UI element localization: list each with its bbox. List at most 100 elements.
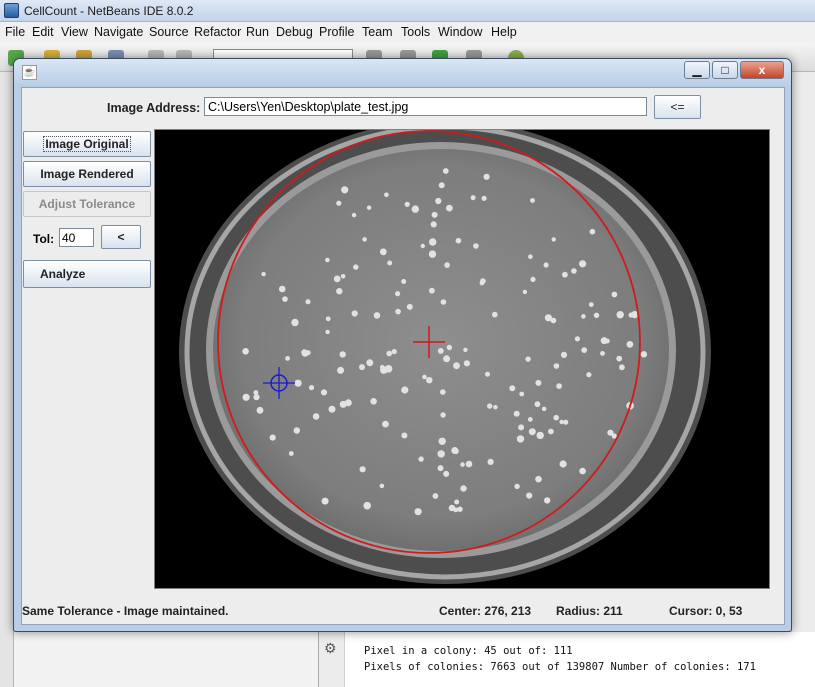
colony-dot [242, 348, 249, 355]
maximize-button[interactable]: □ [712, 61, 738, 79]
colony-dot [253, 394, 260, 401]
menu-help[interactable]: Help [491, 25, 517, 39]
colony-dot [527, 417, 533, 422]
menu-file[interactable]: File [5, 25, 26, 39]
colony-dot [528, 254, 533, 259]
colony-dot [395, 308, 401, 315]
colony-dot [534, 401, 541, 408]
colony-dot [551, 237, 556, 242]
tolerance-apply-button[interactable]: < [101, 225, 141, 249]
colony-dot [362, 237, 367, 242]
colony-dot [513, 410, 520, 417]
menu-run[interactable]: Run [246, 25, 269, 39]
colony-dot [559, 460, 567, 468]
colony-dot [305, 299, 311, 305]
cursor-readout: Cursor: 0, 53 [669, 604, 743, 618]
colony-dot [404, 201, 410, 207]
window-controls: ▁ □ x [684, 61, 786, 81]
colony-dot [308, 385, 315, 391]
colony-dot [406, 303, 413, 310]
colony-dot [351, 212, 357, 218]
colony-dot [363, 501, 371, 510]
colony-dot [473, 243, 479, 249]
colony-dot [525, 356, 531, 362]
colony-dot [487, 458, 494, 465]
colony-dot [353, 264, 359, 270]
adjust-tolerance-button[interactable]: Adjust Tolerance [23, 191, 151, 217]
menu-debug[interactable]: Debug [276, 25, 313, 39]
output-line: Pixels of colonies: 7663 out of 139807 N… [364, 661, 756, 673]
tolerance-label: Tol: [33, 232, 55, 246]
colony-dot [440, 299, 447, 305]
colony-dot [581, 347, 588, 353]
colony-dot [359, 364, 365, 371]
colony-dot [485, 371, 490, 377]
colony-dot [401, 432, 408, 439]
colony-dot [480, 278, 486, 284]
menu-profile[interactable]: Profile [319, 25, 355, 39]
cursor-marker [263, 367, 295, 399]
colony-dot [446, 204, 453, 212]
colony-dot [256, 406, 264, 414]
load-image-button[interactable]: <= [654, 95, 701, 119]
colony-dot [460, 462, 465, 467]
colony-dot [339, 400, 347, 408]
colony-dot [563, 419, 569, 425]
rerun-icon[interactable]: ⚙ [324, 640, 337, 656]
colony-dot [320, 389, 328, 396]
colony-dot [519, 391, 525, 397]
colony-dot [269, 434, 276, 441]
image-address-input[interactable] [204, 97, 647, 116]
colony-dot [291, 318, 299, 327]
output-panel: ⚙ Pixel in a colony: 45 out of: 111 Pixe… [318, 632, 815, 687]
output-gutter: ⚙ [319, 632, 345, 687]
colony-dot [431, 211, 438, 218]
image-rendered-button[interactable]: Image Rendered [23, 161, 151, 187]
colony-dot [541, 406, 547, 412]
menu-tools[interactable]: Tools [401, 25, 431, 39]
menu-view[interactable]: View [61, 25, 88, 39]
colony-dot [328, 405, 336, 413]
menu-navigate[interactable]: Navigate [94, 25, 144, 39]
menu-source[interactable]: Source [149, 25, 189, 39]
colony-dot [341, 186, 349, 194]
image-viewer[interactable] [154, 129, 770, 589]
menu-window[interactable]: Window [438, 25, 483, 39]
analyze-button[interactable]: Analyze [23, 260, 151, 288]
colony-dot [429, 238, 437, 246]
dialog-titlebar[interactable]: ☕ ▁ □ x [14, 59, 791, 87]
colony-dot [535, 379, 542, 386]
detected-circle [217, 130, 641, 554]
colony-dot [514, 483, 520, 490]
colony-dot [294, 379, 302, 387]
menu-team[interactable]: Team [362, 25, 393, 39]
colony-dot [553, 363, 560, 369]
image-original-button[interactable]: Image Original [23, 131, 151, 157]
colony-dot [395, 291, 401, 297]
colony-dot [518, 424, 525, 431]
colony-dot [384, 365, 393, 373]
close-button[interactable]: x [740, 61, 784, 79]
colony-dot [530, 198, 535, 203]
colony-dot [571, 268, 577, 274]
menu-edit[interactable]: Edit [32, 25, 54, 39]
colony-dot [387, 260, 393, 266]
colony-dot [535, 475, 542, 483]
colony-dot [401, 279, 407, 284]
colony-dot [470, 195, 476, 201]
minimize-button[interactable]: ▁ [684, 61, 710, 79]
colony-dot [463, 347, 468, 352]
colony-dot [282, 296, 288, 302]
colony-dot [411, 205, 419, 213]
colony-dot [530, 276, 536, 282]
colony-dot [422, 374, 427, 380]
menu-refactor[interactable]: Refactor [194, 25, 242, 39]
colony-dot [293, 427, 300, 434]
colony-dot [373, 312, 381, 319]
colony-dot [640, 351, 648, 358]
dish-rim-highlight [184, 130, 706, 580]
tolerance-input[interactable] [59, 228, 94, 247]
colony-dot [384, 192, 389, 198]
colony-dot [616, 311, 624, 319]
colony-dot [579, 260, 587, 268]
